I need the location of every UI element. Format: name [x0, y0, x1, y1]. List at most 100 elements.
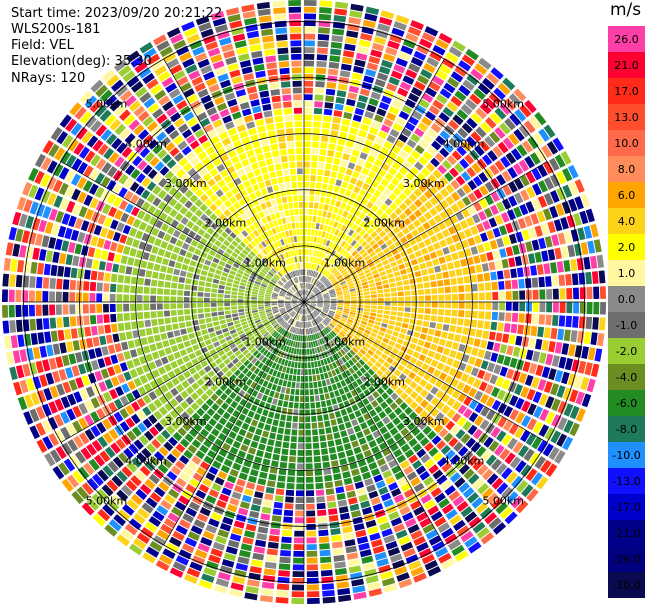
- range-gate: [509, 113, 522, 127]
- range-gate: [451, 233, 460, 243]
- range-gate: [401, 104, 413, 115]
- range-gate: [429, 419, 439, 429]
- range-gate: [380, 570, 394, 580]
- range-gate: [239, 333, 246, 339]
- range-gate: [342, 153, 351, 161]
- range-gate: [78, 206, 88, 218]
- range-gate: [197, 286, 205, 292]
- range-gate: [428, 105, 440, 116]
- range-gate: [205, 524, 218, 534]
- range-gate: [505, 368, 515, 380]
- range-gate: [344, 262, 350, 268]
- range-gate: [257, 235, 264, 243]
- range-gate: [506, 491, 519, 504]
- range-gate: [366, 62, 379, 71]
- range-gate: [545, 411, 556, 425]
- range-gate: [184, 210, 194, 219]
- range-gate: [304, 181, 310, 188]
- range-gate: [166, 453, 177, 464]
- range-gate: [310, 300, 317, 302]
- range-gate: [94, 347, 103, 358]
- range-gate: [327, 264, 333, 271]
- range-gate: [406, 155, 417, 165]
- range-gate: [204, 287, 211, 293]
- range-gate: [317, 415, 323, 422]
- range-gate: [174, 262, 182, 269]
- range-gate: [151, 319, 158, 327]
- range-gate: [336, 90, 347, 98]
- range-gate: [155, 560, 170, 572]
- range-gate: [212, 353, 220, 361]
- range-gate: [136, 397, 146, 408]
- range-gate: [247, 475, 257, 484]
- range-gate: [332, 329, 339, 335]
- range-gate: [347, 183, 355, 191]
- range-gate: [228, 244, 236, 251]
- range-gate: [164, 281, 171, 288]
- range-gate: [106, 74, 120, 87]
- range-gate: [272, 453, 280, 461]
- range-gate: [373, 189, 382, 198]
- range-gate: [107, 401, 118, 413]
- range-gate: [184, 537, 198, 548]
- range-gate: [351, 418, 359, 427]
- range-gate: [445, 207, 454, 217]
- range-gate: [387, 273, 394, 279]
- range-gate: [347, 221, 354, 229]
- range-gate: [331, 259, 337, 266]
- range-gate: [111, 475, 124, 487]
- range-gate: [528, 337, 536, 349]
- range-gate: [364, 13, 378, 22]
- range-gate: [444, 309, 451, 316]
- range-gate: [194, 248, 202, 256]
- range-gate: [192, 173, 201, 182]
- range-gate: [22, 182, 33, 196]
- range-gate: [251, 462, 261, 471]
- range-gate: [257, 323, 264, 329]
- range-gate: [485, 409, 496, 421]
- range-gate: [29, 276, 36, 288]
- range-gate: [423, 238, 432, 246]
- range-gate: [376, 217, 384, 226]
- range-gate: [215, 226, 224, 235]
- range-gate: [129, 181, 140, 192]
- range-gate: [245, 342, 252, 348]
- range-gate: [340, 202, 347, 210]
- range-gate: [258, 243, 264, 250]
- range-gate: [322, 329, 328, 335]
- range-gate: [424, 200, 433, 210]
- range-gate: [321, 345, 326, 352]
- range-gate: [333, 432, 341, 440]
- range-gate: [163, 310, 171, 317]
- range-gate: [329, 257, 335, 264]
- range-gate: [422, 320, 430, 328]
- range-gate: [228, 382, 237, 391]
- range-gate: [308, 307, 313, 312]
- range-gate: [343, 477, 353, 486]
- range-gate: [311, 161, 318, 168]
- range-gate: [515, 460, 527, 473]
- range-gate: [420, 247, 429, 255]
- range-gate: [467, 237, 476, 247]
- range-gate: [219, 194, 228, 203]
- range-gate: [330, 304, 337, 307]
- range-gate: [463, 468, 475, 480]
- range-gate: [380, 203, 388, 212]
- range-gate: [416, 44, 430, 55]
- range-gate: [472, 478, 485, 490]
- range-gate: [284, 302, 291, 304]
- range-gate: [511, 475, 523, 489]
- range-gate: [465, 136, 477, 148]
- range-gate: [291, 300, 298, 302]
- range-gate: [380, 492, 392, 502]
- range-gate: [352, 170, 360, 179]
- range-gate: [277, 399, 284, 407]
- range-gate: [333, 185, 340, 193]
- range-gate: [184, 309, 191, 315]
- range-gate: [426, 128, 438, 139]
- range-gate: [462, 420, 473, 432]
- range-gate: [199, 203, 208, 212]
- range-gate: [168, 536, 182, 548]
- range-gate: [408, 371, 417, 380]
- range-gate: [314, 289, 319, 294]
